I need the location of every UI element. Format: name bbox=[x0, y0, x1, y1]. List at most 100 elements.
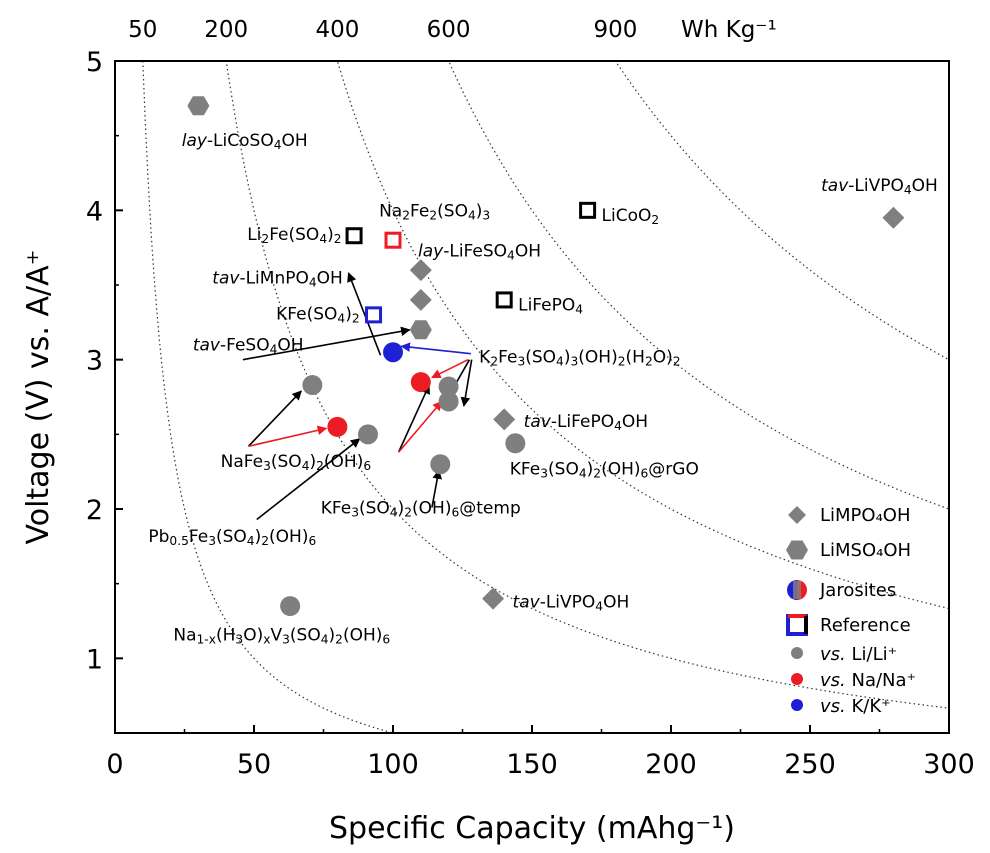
data-point-diamond bbox=[409, 259, 432, 282]
annotation-arrow bbox=[242, 326, 411, 361]
x-tick-label: 100 bbox=[367, 749, 419, 780]
point-label: tav-LiVPO4OH bbox=[513, 593, 630, 614]
data-point-circle bbox=[430, 454, 451, 475]
legend-entry: vs. Li/Li⁺ bbox=[791, 644, 897, 665]
energy-density-label: 200 bbox=[204, 17, 248, 43]
data-point-circle bbox=[410, 372, 431, 393]
annotation-arrow bbox=[397, 400, 443, 453]
point-label: tav-FeSO4OH bbox=[193, 336, 304, 357]
x-tick-label: 0 bbox=[106, 749, 123, 780]
legend-label: LiMPO₄OH bbox=[820, 505, 911, 526]
legend-dot-icon bbox=[791, 673, 803, 685]
iso-energy-curve-600 bbox=[447, 61, 949, 510]
data-point-circle bbox=[280, 596, 301, 617]
legend: LiMPO₄OH LiMSO₄OH Jarosites Reference vs. Li… bbox=[786, 505, 916, 717]
annotation-arrow bbox=[460, 359, 473, 407]
legend-entry: LiMSO₄OH bbox=[786, 540, 911, 561]
data-point-circle bbox=[438, 376, 459, 397]
legend-dot-icon bbox=[791, 699, 803, 711]
data-point-square-open bbox=[384, 231, 402, 249]
data-point-circle bbox=[327, 416, 348, 437]
point-annotations: lay-LiCoSO4OH tav-LiVPO4OH Na2Fe2(SO4)3 Li2… bbox=[148, 131, 937, 647]
point-label: KFe3(SO4)2(OH)6@rGO bbox=[510, 460, 699, 481]
point-label: LiCoO2 bbox=[602, 206, 660, 227]
point-label: LiFePO4 bbox=[518, 295, 583, 316]
data-point-hexagon bbox=[187, 96, 210, 116]
data-point-circle bbox=[383, 342, 403, 363]
x-tick-label: 200 bbox=[645, 749, 697, 780]
data-point-diamond bbox=[409, 288, 432, 311]
energy-density-unit: Wh Kg⁻¹ bbox=[681, 17, 777, 43]
data-point-circle bbox=[438, 391, 459, 412]
y-tick-label: 2 bbox=[86, 495, 103, 526]
annotation-arrow bbox=[431, 358, 469, 379]
y-tick-label: 1 bbox=[86, 644, 103, 675]
point-label: tav-LiFePO4OH bbox=[524, 412, 648, 433]
legend-label: vs. K/K⁺ bbox=[820, 696, 891, 717]
annotation-arrow bbox=[247, 390, 302, 447]
legend-circle-band-icon bbox=[793, 581, 801, 599]
legend-entry: vs. K/K⁺ bbox=[791, 696, 891, 717]
y-axis-title: Voltage (V) vs. A/A⁺ bbox=[21, 250, 56, 545]
x-tick-label: 300 bbox=[923, 749, 975, 780]
point-label: Li2Fe(SO4)2 bbox=[247, 225, 341, 246]
legend-diamond-icon bbox=[788, 506, 806, 524]
legend-hexagon-icon bbox=[786, 540, 808, 560]
energy-density-labels: 50 200 400 600 900 bbox=[128, 17, 637, 43]
y-axis-ticks: 1 2 3 4 5 bbox=[86, 47, 123, 675]
data-point-square-open bbox=[579, 201, 597, 219]
legend-label: Jarosites bbox=[819, 580, 896, 601]
data-point-diamond bbox=[882, 206, 905, 229]
point-label: lay-LiCoSO4OH bbox=[182, 131, 308, 152]
data-point-circle bbox=[505, 433, 526, 454]
annotation-arrows bbox=[242, 272, 473, 521]
point-label: KFe(SO4)2 bbox=[276, 304, 360, 325]
iso-energy-curve-50 bbox=[142, 61, 396, 733]
legend-label: vs. Na/Na⁺ bbox=[820, 670, 916, 691]
annotation-arrow bbox=[397, 384, 430, 453]
y-tick-label: 5 bbox=[86, 47, 103, 78]
point-label: tav-LiMnPO4OH bbox=[212, 269, 343, 290]
legend-label: LiMSO₄OH bbox=[820, 540, 911, 561]
point-label: tav-LiVPO4OH bbox=[821, 176, 938, 197]
data-point-diamond bbox=[482, 587, 505, 610]
legend-entry: Reference bbox=[786, 614, 911, 636]
point-label: lay-LiFeSO4OH bbox=[418, 242, 541, 263]
legend-entry: Jarosites bbox=[787, 580, 896, 601]
energy-density-label: 50 bbox=[128, 17, 157, 43]
data-point-diamond bbox=[493, 408, 516, 431]
point-label: K2Fe3(SO4)3(OH)2(H2O)2 bbox=[479, 348, 680, 369]
data-point-circle bbox=[302, 375, 323, 396]
legend-entry: vs. Na/Na⁺ bbox=[791, 670, 916, 691]
legend-entry: LiMPO₄OH bbox=[788, 505, 911, 526]
annotation-arrow bbox=[400, 342, 471, 355]
y-tick-label: 4 bbox=[86, 196, 103, 227]
legend-label: Reference bbox=[820, 615, 911, 636]
annotation-arrow bbox=[256, 438, 361, 521]
legend-dot-icon bbox=[791, 647, 803, 659]
point-label: NaFe3(SO4)2(OH)6 bbox=[221, 452, 372, 473]
data-point-circle bbox=[357, 424, 378, 445]
point-label: KFe3(SO4)2(OH)6@temp bbox=[321, 498, 521, 519]
x-axis-ticks: 0 50 100 150 200 250 300 bbox=[106, 725, 975, 780]
x-tick-label: 50 bbox=[237, 749, 271, 780]
data-point-square-open bbox=[495, 291, 513, 309]
energy-density-label: 400 bbox=[315, 17, 359, 43]
data-point-square-open bbox=[345, 227, 363, 245]
y-tick-label: 3 bbox=[86, 346, 103, 377]
annotation-arrow bbox=[248, 425, 328, 448]
annotation-arrow bbox=[431, 469, 443, 508]
annotation-arrow bbox=[347, 272, 382, 356]
legend-square-icon bbox=[786, 614, 808, 636]
legend-label: vs. Li/Li⁺ bbox=[820, 644, 897, 665]
x-axis-title: Specific Capacity (mAhg⁻¹) bbox=[329, 811, 735, 846]
data-point-square-open bbox=[365, 306, 383, 324]
iso-energy-curve-900 bbox=[614, 61, 949, 361]
energy-density-label: 600 bbox=[427, 17, 471, 43]
x-tick-label: 150 bbox=[506, 749, 558, 780]
energy-density-label: 900 bbox=[593, 17, 637, 43]
point-label: Na2Fe2(SO4)3 bbox=[379, 201, 490, 222]
x-tick-label: 250 bbox=[784, 749, 836, 780]
data-points bbox=[187, 96, 905, 617]
